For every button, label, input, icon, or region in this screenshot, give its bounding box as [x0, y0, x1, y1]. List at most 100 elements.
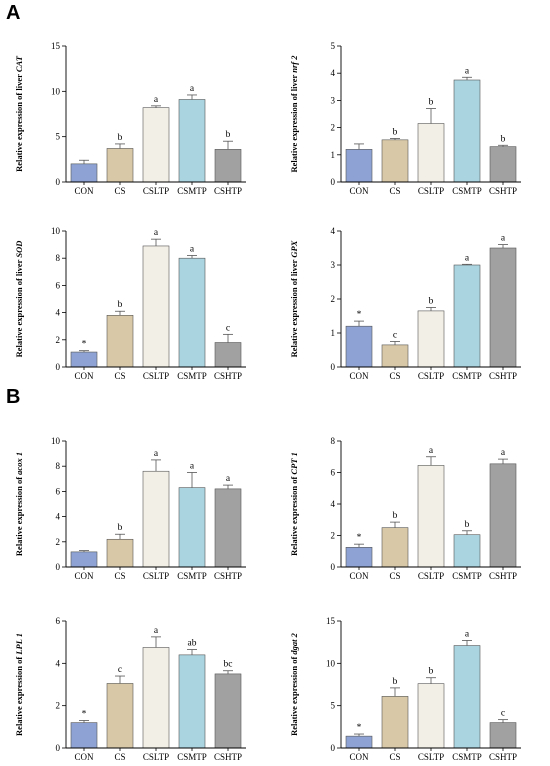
y-axis-label: Relative expression of liver CAT [14, 55, 24, 172]
significance-label: b [501, 134, 506, 144]
significance-label: b [226, 130, 231, 140]
bar-csmtp [453, 79, 481, 183]
significance-label: b [118, 523, 123, 533]
significance-label: b [465, 520, 470, 530]
y-tick-label: 10 [51, 86, 61, 96]
bar-con [70, 351, 98, 368]
x-tick-label: CSMTP [452, 371, 482, 381]
significance-label: c [501, 709, 505, 719]
y-tick-label: 0 [56, 177, 61, 187]
x-tick-label: CON [74, 571, 94, 581]
y-tick-label: 2 [331, 531, 336, 541]
x-tick-label: CS [389, 371, 400, 381]
significance-label: a [226, 474, 231, 484]
y-tick-label: 2 [331, 123, 336, 133]
significance-label: a [190, 84, 195, 94]
y-tick-label: 2 [331, 294, 336, 304]
y-tick-label: 0 [56, 743, 61, 753]
y-tick-label: 4 [56, 308, 61, 318]
panel-label-b: B [6, 386, 21, 408]
x-tick-label: CSHTP [489, 752, 517, 762]
y-tick-label: 4 [331, 499, 336, 509]
y-tick-label: 5 [331, 701, 336, 711]
x-tick-label: CSMTP [177, 186, 207, 196]
chart-cpt1: Relative expression of CPT 1 0 2 4 6 8 * CON b CS… [289, 436, 521, 581]
significance-label: c [393, 331, 397, 341]
y-tick-label: 8 [331, 436, 336, 446]
bar-cs [381, 696, 409, 749]
significance-label: b [429, 667, 434, 677]
x-tick-label: CSMTP [452, 752, 482, 762]
y-tick-label: 2 [56, 701, 61, 711]
bar-csltp [142, 647, 170, 749]
bar-csltp [417, 465, 445, 568]
chart-liver-cat: Relative expression of liver CAT 0 5 10 15 CO… [14, 41, 246, 196]
bar-cshtp [214, 149, 242, 183]
x-tick-label: CON [74, 186, 94, 196]
significance-label: a [154, 626, 159, 636]
y-tick-label: 15 [51, 41, 61, 51]
bar-con [70, 722, 98, 749]
x-tick-label: CSHTP [489, 571, 517, 581]
bar-csltp [142, 107, 170, 183]
significance-label: a [154, 449, 159, 459]
y-axis-label: Relative expression of liver GPX [289, 240, 299, 357]
bar-cs [381, 139, 409, 183]
bar-csmtp [178, 257, 206, 368]
bar-cs [381, 344, 409, 368]
x-tick-label: CS [389, 571, 400, 581]
x-tick-label: CS [389, 752, 400, 762]
bar-csltp [417, 123, 445, 183]
y-tick-label: 2 [56, 537, 61, 547]
x-tick-label: CS [114, 571, 125, 581]
y-tick-label: 0 [331, 743, 336, 753]
x-tick-label: CSHTP [214, 752, 242, 762]
significance-label: a [501, 234, 506, 244]
bar-cs [106, 315, 134, 368]
bar-cs [106, 148, 134, 183]
x-tick-label: CS [114, 752, 125, 762]
y-tick-label: 0 [331, 177, 336, 187]
significance-label: c [118, 665, 122, 675]
bar-csmtp [178, 654, 206, 749]
bar-csmtp [178, 99, 206, 183]
bar-cs [106, 683, 134, 749]
bar-cshtp [489, 722, 517, 749]
significance-label: b [393, 677, 398, 687]
significance-label: a [154, 228, 159, 238]
y-tick-label: 2 [56, 335, 61, 345]
y-tick-label: 6 [331, 468, 336, 478]
x-tick-label: CS [114, 186, 125, 196]
y-tick-label: 5 [56, 132, 61, 142]
y-tick-label: 15 [326, 616, 336, 626]
bar-cshtp [214, 342, 242, 368]
y-tick-label: 0 [331, 562, 336, 572]
x-tick-label: CSLTP [143, 752, 169, 762]
significance-label: b [118, 133, 123, 143]
x-tick-label: CON [349, 752, 369, 762]
y-tick-label: 0 [56, 562, 61, 572]
bar-cshtp [489, 247, 517, 368]
bar-csltp [417, 683, 445, 749]
y-tick-label: 6 [56, 486, 61, 496]
bar-csmtp [453, 264, 481, 368]
x-tick-label: CSHTP [489, 186, 517, 196]
significance-label: a [190, 244, 195, 254]
y-axis-label: Relative expression of acox 1 [14, 452, 24, 556]
x-tick-label: CSMTP [177, 571, 207, 581]
bar-con [70, 163, 98, 183]
bar-con [345, 325, 373, 368]
chart-liver-sod: Relative expression of liver SOD 0 2 4 6 8 10 *… [14, 226, 246, 381]
y-tick-label: 8 [56, 253, 61, 263]
y-axis-label: Relative expression of liver nrf 2 [289, 55, 299, 173]
significance-label: a [465, 629, 470, 639]
x-tick-label: CSLTP [418, 186, 444, 196]
x-tick-label: CSHTP [489, 371, 517, 381]
significance-label: b [429, 297, 434, 307]
significance-label: ab [188, 639, 197, 649]
y-tick-label: 6 [56, 616, 61, 626]
chart-dgat2: Relative expression of dgat 2 0 5 10 15 * CON b… [289, 616, 521, 762]
chart-liver-gpx: Relative expression of liver GPX 0 1 2 3 4 * CO… [289, 226, 521, 381]
significance-label: a [465, 66, 470, 76]
x-tick-label: CSMTP [177, 371, 207, 381]
